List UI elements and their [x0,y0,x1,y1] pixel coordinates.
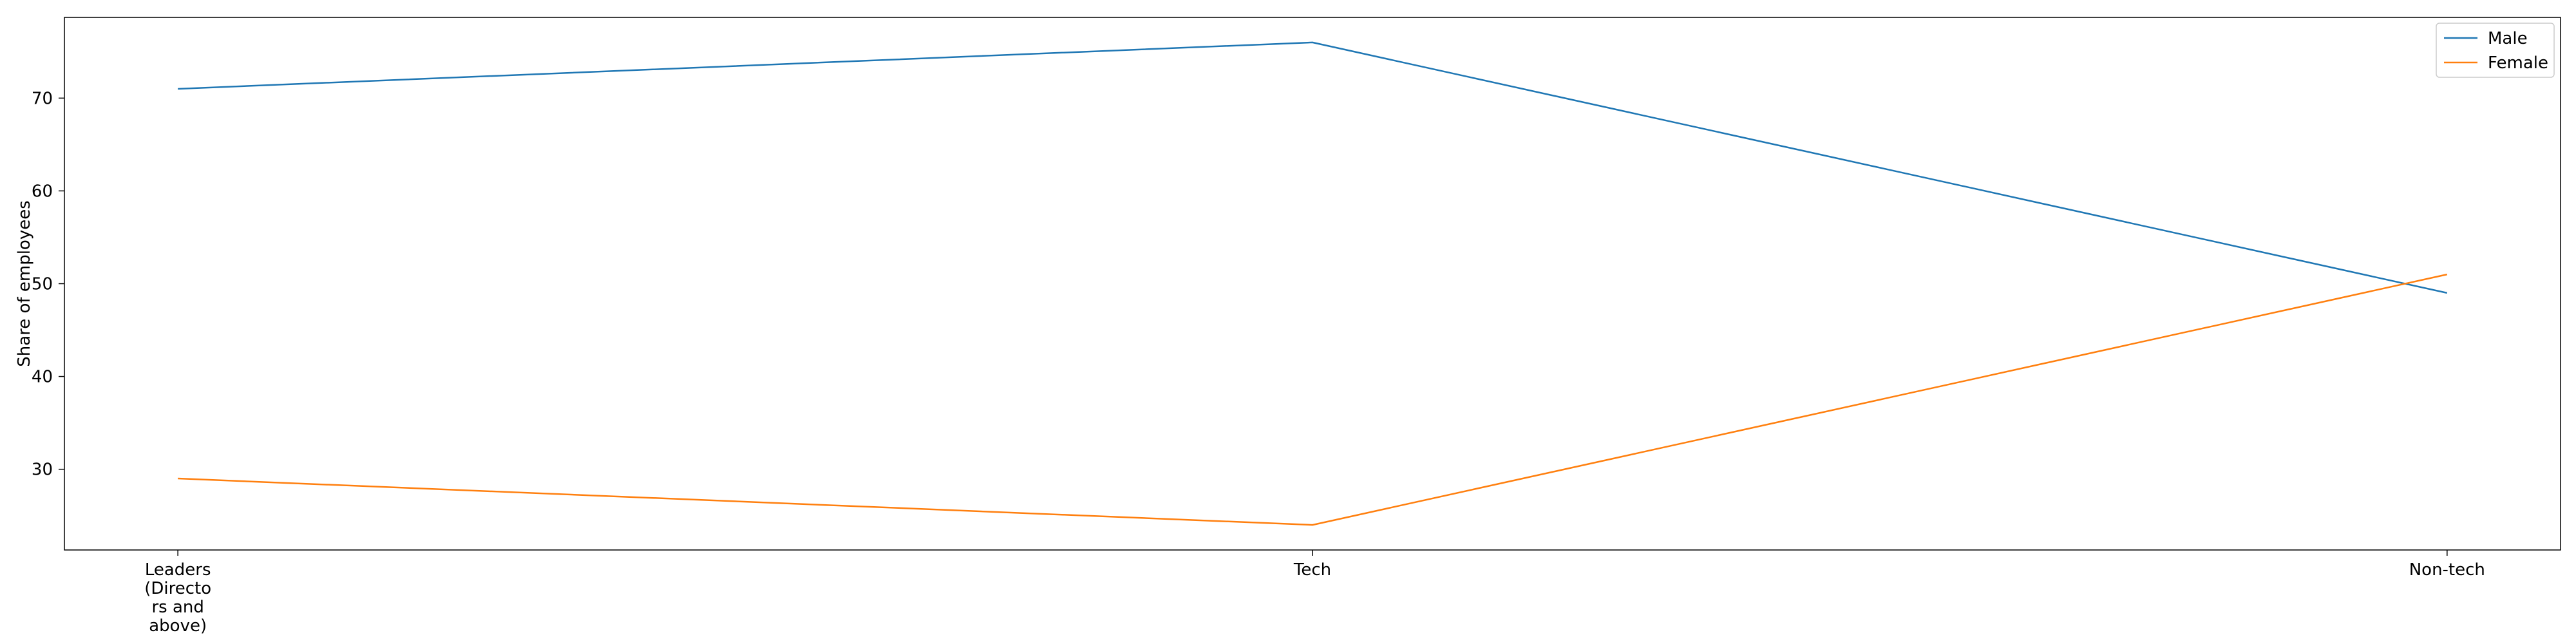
legend-box [2436,23,2555,78]
legend: Male Female [2436,23,2555,78]
x-tick-label: Non-tech [2409,560,2485,580]
x-axis-ticks: Leaders (Directo rs and above) Tech Non-tech [144,550,2485,636]
legend-label-female: Female [2488,53,2548,73]
x-tick-label-line: (Directo [144,579,211,598]
plot-frame [64,17,2561,551]
x-tick-label-line: above) [149,616,207,636]
series-line-male [178,41,2448,294]
x-tick-label-line: Tech [1293,560,1331,580]
y-tick-label: 70 [32,89,53,108]
y-tick-label: 50 [32,275,53,294]
y-tick-label: 60 [32,182,53,201]
x-tick-label-line: Non-tech [2409,560,2485,580]
x-tick-label: Leaders (Directo rs and above) [144,560,211,636]
legend-label-male: Male [2488,29,2528,48]
x-tick-label-line: Leaders [145,560,211,580]
y-axis-label: Share of employees [15,200,34,367]
series-lines [178,41,2448,526]
y-tick-label: 30 [32,460,53,480]
x-tick-label-line: rs and [151,598,204,617]
y-axis-ticks: 30 40 50 60 70 [32,89,64,480]
y-tick-label: 40 [32,368,53,387]
x-tick-label: Tech [1293,560,1331,580]
series-line-female [178,273,2448,526]
